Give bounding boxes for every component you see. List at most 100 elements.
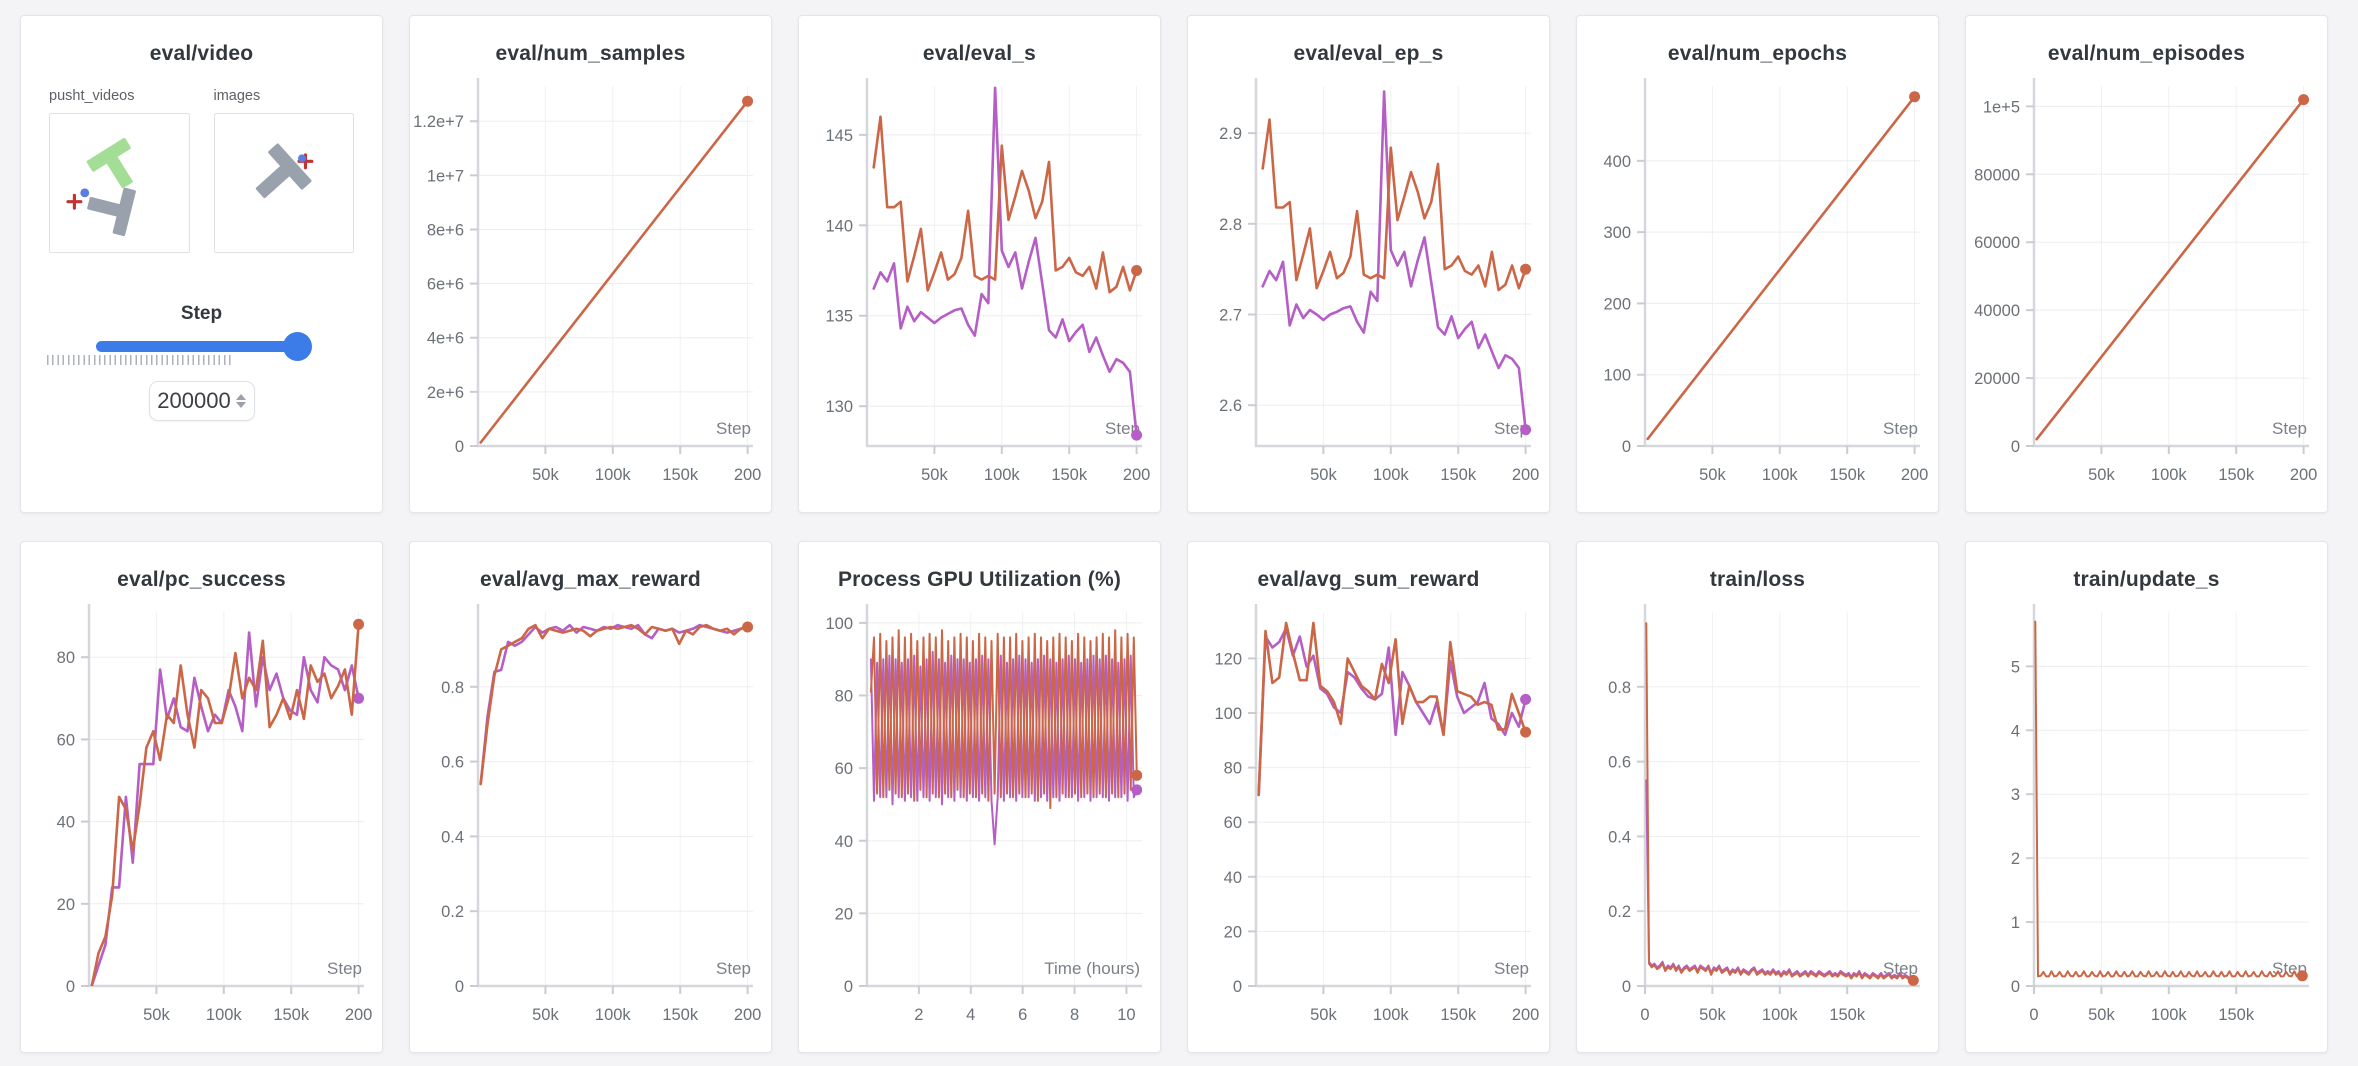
svg-text:150k: 150k (662, 466, 699, 484)
svg-text:100k: 100k (595, 1006, 632, 1024)
svg-text:50k: 50k (143, 1006, 170, 1024)
svg-text:100k: 100k (2151, 1006, 2188, 1024)
panel-eval-num-episodes[interactable]: eval/num_episodes 0 20000 40000 60000 80000 1… (1965, 15, 2328, 513)
svg-text:20: 20 (57, 896, 75, 914)
svg-text:150k: 150k (662, 1006, 699, 1024)
chart-canvas-train-update-s[interactable]: 0 1 2 3 4 5 0 50k 100k 150k Step (1968, 596, 2325, 1051)
svg-text:0: 0 (1233, 978, 1242, 996)
svg-text:200: 200 (734, 1006, 762, 1024)
panel-eval-num-epochs[interactable]: eval/num_epochs 0 100 200 300 400 50k 100k 150k… (1576, 15, 1939, 513)
svg-text:150k: 150k (2218, 466, 2255, 484)
chart-canvas-eval-eval-ep-s[interactable]: 2.6 2.7 2.8 2.9 50k 100k 150k 200 Step (1190, 70, 1547, 511)
svg-text:80: 80 (57, 649, 75, 667)
chart-canvas-eval-pc-success[interactable]: 0 20 40 60 80 50k 100k 150k 200 Step (23, 596, 380, 1051)
video-thumbnail-pusht[interactable] (49, 113, 190, 253)
svg-text:2.7: 2.7 (1219, 307, 1242, 325)
chart-canvas-process-gpu-utilization[interactable]: 0 20 40 60 80 100 2 4 6 8 10 Time (hours) (801, 596, 1158, 1051)
svg-text:2.8: 2.8 (1219, 216, 1242, 234)
chart-canvas-eval-num-episodes[interactable]: 0 20000 40000 60000 80000 1e+5 50k 100k 150k 200 S… (1968, 70, 2325, 511)
chart-canvas-eval-num-epochs[interactable]: 0 100 200 300 400 50k 100k 150k 200 Step (1579, 70, 1936, 511)
svg-text:Time (hours): Time (hours) (1044, 959, 1140, 978)
svg-text:100k: 100k (595, 466, 632, 484)
chart-title: eval/eval_s (922, 42, 1037, 65)
chart-title: eval/num_samples (495, 42, 686, 65)
svg-text:6e+6: 6e+6 (427, 276, 464, 294)
svg-text:0: 0 (455, 438, 464, 456)
video-thumbnail-images[interactable] (213, 113, 354, 253)
panel-title: eval/video (149, 42, 254, 65)
svg-text:60: 60 (57, 731, 75, 749)
step-value[interactable]: 200000 (157, 388, 231, 413)
chart-title: eval/avg_sum_reward (1257, 568, 1480, 591)
svg-text:145: 145 (825, 127, 853, 145)
chart-title: eval/pc_success (117, 568, 286, 591)
svg-text:100k: 100k (2151, 466, 2188, 484)
chart-canvas-eval-num-samples[interactable]: 0 2e+6 4e+6 6e+6 8e+6 1e+7 1.2e+7 50k 100k 150k 20… (412, 70, 769, 511)
chart-title: train/loss (1709, 568, 1806, 591)
svg-text:50k: 50k (532, 1006, 559, 1024)
svg-text:140: 140 (825, 217, 853, 235)
panel-process-gpu-utilization[interactable]: Process GPU Utilization (%) 0 20 40 60 80 100… (798, 541, 1161, 1053)
svg-text:150k: 150k (1829, 466, 1866, 484)
agent-dot (80, 188, 90, 198)
svg-text:0: 0 (455, 978, 464, 996)
svg-text:150k: 150k (273, 1006, 310, 1024)
pusht-gray-t-shape (87, 187, 136, 237)
svg-text:100: 100 (1214, 705, 1242, 723)
panel-eval-eval-s[interactable]: eval/eval_s 130 135 140 145 50k 100k 150k 200 St… (798, 15, 1161, 513)
chart-title: eval/avg_max_reward (480, 568, 701, 591)
panel-eval-video[interactable]: eval/video pusht_videos (20, 15, 383, 513)
svg-text:200: 200 (1603, 295, 1631, 313)
step-slider[interactable] (95, 332, 312, 361)
svg-text:2: 2 (2011, 850, 2020, 868)
svg-text:80: 80 (1224, 760, 1242, 778)
svg-text:60: 60 (1224, 814, 1242, 832)
svg-text:200: 200 (734, 466, 762, 484)
svg-text:150k: 150k (2218, 1006, 2255, 1024)
panel-train-update-s[interactable]: train/update_s 0 1 2 3 4 5 0 50k 100k 150k Step (1965, 541, 2328, 1053)
panel-eval-pc-success[interactable]: eval/pc_success 0 20 40 60 80 50k 100k 150k 200 S… (20, 541, 383, 1053)
svg-text:80: 80 (835, 688, 853, 706)
svg-text:40000: 40000 (1974, 302, 2020, 320)
chart-canvas-train-loss[interactable]: 0 0.2 0.4 0.6 0.8 0 50k 100k 150k Step (1579, 596, 1936, 1051)
step-input[interactable]: 200000 (148, 381, 255, 421)
svg-text:Step: Step (327, 959, 362, 978)
svg-text:200: 200 (2290, 466, 2318, 484)
svg-text:50k: 50k (1699, 1006, 1726, 1024)
panel-train-loss[interactable]: train/loss 0 0.2 0.4 0.6 0.8 0 50k 100k 150k Step (1576, 541, 1939, 1053)
goal-cross-icon (66, 193, 83, 210)
panel-eval-avg-max-reward[interactable]: eval/avg_max_reward 0 0.2 0.4 0.6 0.8 50k 100k… (409, 541, 772, 1053)
chart-canvas-eval-eval-s[interactable]: 130 135 140 145 50k 100k 150k 200 Step (801, 70, 1158, 511)
chart-title: eval/num_episodes (2047, 42, 2246, 65)
svg-text:200: 200 (345, 1006, 373, 1024)
svg-text:0: 0 (844, 978, 853, 996)
svg-text:0.4: 0.4 (441, 828, 464, 846)
chart-canvas-eval-avg-sum-reward[interactable]: 0 20 40 60 80 100 120 50k 100k 150k 200 Step (1190, 596, 1547, 1051)
svg-text:0: 0 (1622, 978, 1631, 996)
panel-eval-num-samples[interactable]: eval/num_samples 0 2e+6 4e+6 6e+6 8e+6 1e+7 1.… (409, 15, 772, 513)
svg-text:4: 4 (966, 1006, 975, 1024)
svg-text:0.2: 0.2 (1608, 903, 1631, 921)
svg-text:80000: 80000 (1974, 166, 2020, 184)
slider-thumb[interactable] (282, 332, 312, 361)
agent-dot (297, 154, 306, 163)
svg-text:0: 0 (66, 978, 75, 996)
chart-title: eval/eval_ep_s (1293, 42, 1444, 65)
svg-text:40: 40 (57, 814, 75, 832)
svg-text:1e+5: 1e+5 (1983, 98, 2020, 116)
svg-text:0.6: 0.6 (1608, 754, 1631, 772)
svg-text:0.2: 0.2 (441, 903, 464, 921)
chart-canvas-eval-avg-max-reward[interactable]: 0 0.2 0.4 0.6 0.8 50k 100k 150k 200 Step (412, 596, 769, 1051)
svg-text:200: 200 (1123, 466, 1151, 484)
stepper-arrows-icon[interactable] (235, 394, 246, 408)
svg-text:1: 1 (2011, 914, 2020, 932)
svg-text:100: 100 (825, 615, 853, 633)
panel-eval-avg-sum-reward[interactable]: eval/avg_sum_reward 0 20 40 60 80 100 120 50k 10… (1187, 541, 1550, 1053)
svg-text:2: 2 (914, 1006, 923, 1024)
slider-track[interactable] (95, 341, 308, 352)
images-gray-t-shape (255, 143, 311, 199)
svg-text:2.6: 2.6 (1219, 397, 1242, 415)
chart-title: Process GPU Utilization (%) (837, 568, 1122, 591)
panel-eval-eval-ep-s[interactable]: eval/eval_ep_s 2.6 2.7 2.8 2.9 50k 100k 150k 20… (1187, 15, 1550, 513)
